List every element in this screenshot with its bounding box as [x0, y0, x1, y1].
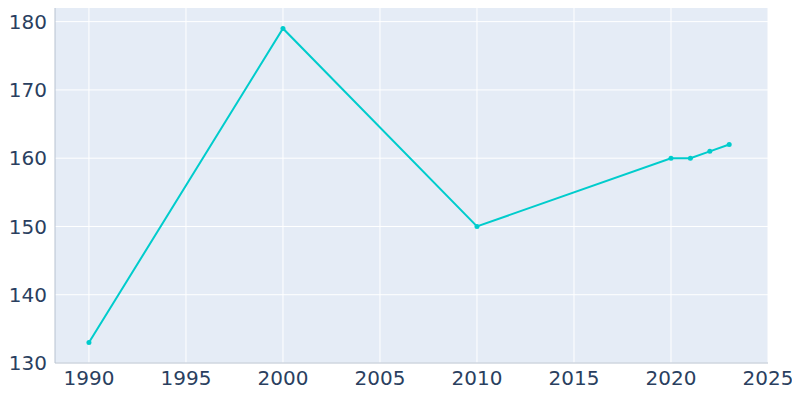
svg-text:2000: 2000 [258, 366, 309, 390]
svg-text:2010: 2010 [452, 366, 503, 390]
svg-text:150: 150 [9, 215, 47, 239]
svg-text:2020: 2020 [646, 366, 697, 390]
svg-text:160: 160 [9, 146, 47, 170]
svg-text:2025: 2025 [743, 366, 792, 390]
svg-text:180: 180 [9, 10, 47, 34]
svg-text:1995: 1995 [161, 366, 212, 390]
svg-text:2005: 2005 [355, 366, 406, 390]
svg-text:2015: 2015 [549, 366, 600, 390]
svg-text:170: 170 [9, 78, 47, 102]
svg-text:140: 140 [9, 283, 47, 307]
svg-text:1990: 1990 [63, 366, 114, 390]
svg-text:130: 130 [9, 351, 47, 375]
